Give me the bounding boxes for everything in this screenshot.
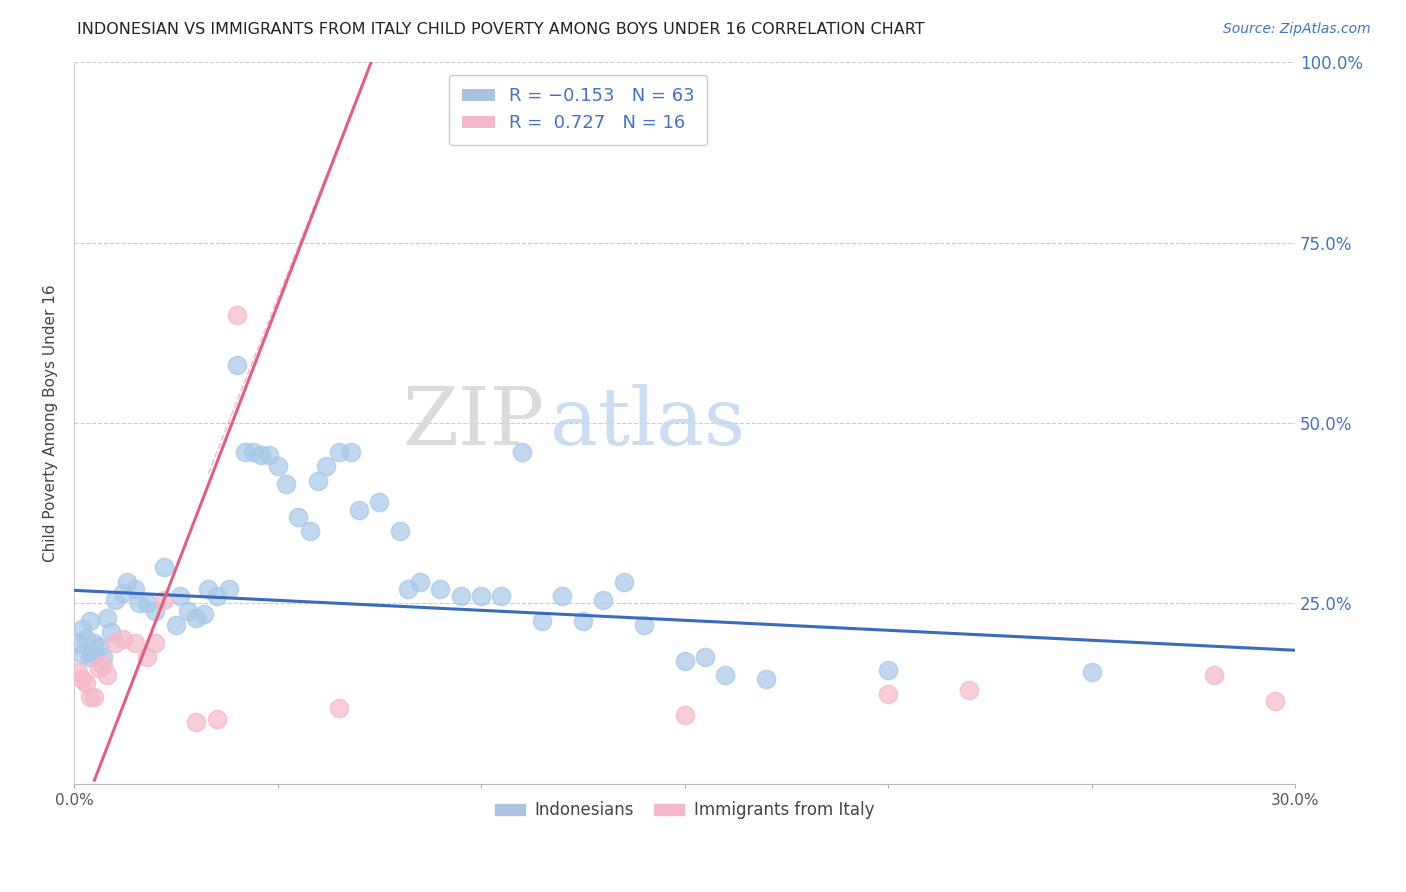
Point [673, 708, 696, 723]
Point [225, 308, 247, 322]
Point [165, 618, 187, 632]
Point [307, 474, 329, 488]
Point [242, 445, 264, 459]
Point [87, 640, 110, 654]
Point [755, 672, 778, 686]
Point [124, 582, 146, 596]
Point [96, 611, 118, 625]
Point [145, 636, 167, 650]
Point [152, 592, 174, 607]
Point [177, 603, 200, 617]
Point [79, 690, 101, 705]
Point [83, 647, 105, 661]
Point [67, 665, 90, 679]
Point [104, 592, 127, 607]
Point [396, 582, 419, 596]
Point [152, 560, 174, 574]
Point [225, 358, 247, 372]
Point [633, 618, 655, 632]
Point [136, 596, 159, 610]
Point [70, 672, 93, 686]
Point [531, 615, 554, 629]
Point [104, 636, 127, 650]
Point [340, 445, 363, 459]
Point [877, 687, 900, 701]
Point [96, 668, 118, 682]
Point [1202, 668, 1225, 682]
Point [287, 509, 309, 524]
Point [70, 622, 93, 636]
Point [128, 596, 150, 610]
Point [91, 657, 114, 672]
Point [450, 589, 472, 603]
Point [111, 632, 134, 647]
Point [87, 661, 110, 675]
Point [299, 524, 322, 538]
Y-axis label: Child Poverty Among Boys Under 16: Child Poverty Among Boys Under 16 [44, 285, 58, 562]
Text: atlas: atlas [550, 384, 745, 462]
Point [673, 654, 696, 668]
Point [572, 615, 595, 629]
Point [347, 502, 370, 516]
Point [233, 445, 256, 459]
Point [429, 582, 451, 596]
Point [79, 650, 101, 665]
Point [250, 449, 273, 463]
Point [75, 632, 97, 647]
Point [1080, 665, 1102, 679]
Point [205, 712, 228, 726]
Point [100, 625, 122, 640]
Point [1264, 694, 1286, 708]
Point [491, 589, 513, 603]
Point [315, 459, 337, 474]
Text: Source: ZipAtlas.com: Source: ZipAtlas.com [1223, 22, 1371, 37]
Point [328, 445, 350, 459]
Legend: Indonesians, Immigrants from Italy: Indonesians, Immigrants from Italy [488, 795, 882, 826]
Point [197, 582, 219, 596]
Point [470, 589, 492, 603]
Point [75, 675, 97, 690]
Point [409, 574, 432, 589]
Point [328, 701, 350, 715]
Text: ZIP: ZIP [402, 384, 544, 462]
Point [70, 647, 93, 661]
Point [79, 615, 101, 629]
Point [877, 663, 900, 677]
Point [91, 650, 114, 665]
Point [693, 650, 716, 665]
Point [266, 459, 288, 474]
Point [193, 607, 215, 622]
Point [124, 636, 146, 650]
Point [186, 715, 208, 730]
Text: INDONESIAN VS IMMIGRANTS FROM ITALY CHILD POVERTY AMONG BOYS UNDER 16 CORRELATIO: INDONESIAN VS IMMIGRANTS FROM ITALY CHIL… [77, 22, 925, 37]
Point [714, 668, 737, 682]
Point [83, 636, 105, 650]
Point [145, 603, 167, 617]
Point [259, 449, 281, 463]
Point [169, 589, 191, 603]
Point [368, 495, 391, 509]
Point [67, 636, 90, 650]
Point [959, 682, 981, 697]
Point [388, 524, 411, 538]
Point [510, 445, 533, 459]
Point [186, 611, 208, 625]
Point [136, 650, 159, 665]
Point [83, 690, 105, 705]
Point [218, 582, 240, 596]
Point [205, 589, 228, 603]
Point [111, 585, 134, 599]
Point [115, 574, 138, 589]
Point [551, 589, 574, 603]
Point [592, 592, 614, 607]
Point [274, 477, 297, 491]
Point [612, 574, 634, 589]
